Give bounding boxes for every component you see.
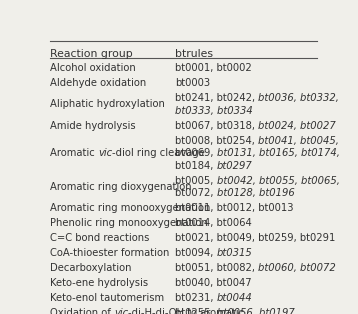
Text: bt0008, bt0254,: bt0008, bt0254, bbox=[175, 136, 258, 146]
Text: Keto-enol tautomerism: Keto-enol tautomerism bbox=[50, 293, 164, 303]
Text: Aldehyde oxidation: Aldehyde oxidation bbox=[50, 78, 146, 88]
Text: bt0024, bt0027: bt0024, bt0027 bbox=[258, 121, 336, 131]
Text: bt0128, bt0196: bt0128, bt0196 bbox=[217, 188, 295, 198]
Text: Reaction group: Reaction group bbox=[50, 49, 133, 58]
Text: bt0042, bt0055, bt0065,: bt0042, bt0055, bt0065, bbox=[217, 176, 339, 186]
Text: bt0014, bt0064: bt0014, bt0064 bbox=[175, 218, 252, 228]
Text: bt0051, bt0082,: bt0051, bt0082, bbox=[175, 263, 258, 273]
Text: bt0297: bt0297 bbox=[217, 161, 252, 171]
Text: -diol ring cleavage: -diol ring cleavage bbox=[112, 148, 205, 158]
Text: bt0094,: bt0094, bbox=[175, 248, 217, 258]
Text: bt0067, bt0318,: bt0067, bt0318, bbox=[175, 121, 258, 131]
Text: bt0021, bt0049, bt0259, bt0291: bt0021, bt0049, bt0259, bt0291 bbox=[175, 233, 335, 243]
Text: Amide hydrolysis: Amide hydrolysis bbox=[50, 121, 136, 131]
Text: Alcohol oxidation: Alcohol oxidation bbox=[50, 63, 136, 73]
Text: bt0040, bt0047: bt0040, bt0047 bbox=[175, 278, 252, 288]
Text: bt0005,: bt0005, bbox=[175, 176, 217, 186]
Text: -di-H-di-OH to aromatic: -di-H-di-OH to aromatic bbox=[129, 308, 245, 314]
Text: bt0072,: bt0072, bbox=[175, 188, 217, 198]
Text: Phenolic ring monooxygenation: Phenolic ring monooxygenation bbox=[50, 218, 208, 228]
Text: bt0184,: bt0184, bbox=[175, 161, 217, 171]
Text: bt0011, bt0012, bt0013: bt0011, bt0012, bt0013 bbox=[175, 203, 294, 213]
Text: bt0131, bt0165, bt0174,: bt0131, bt0165, bt0174, bbox=[217, 148, 340, 158]
Text: bt0003: bt0003 bbox=[175, 78, 210, 88]
Text: vic: vic bbox=[98, 148, 112, 158]
Text: bt0241, bt0242,: bt0241, bt0242, bbox=[175, 93, 258, 103]
Text: bt0036, bt0332,: bt0036, bt0332, bbox=[258, 93, 339, 103]
Text: bt0255,: bt0255, bbox=[175, 308, 217, 314]
Text: bt0041, bt0045,: bt0041, bt0045, bbox=[258, 136, 339, 146]
Text: C=C bond reactions: C=C bond reactions bbox=[50, 233, 150, 243]
Text: bt0060, bt0072: bt0060, bt0072 bbox=[258, 263, 336, 273]
Text: bt0001, bt0002: bt0001, bt0002 bbox=[175, 63, 252, 73]
Text: Oxidation of: Oxidation of bbox=[50, 308, 114, 314]
Text: Aromatic ring monooxygenation: Aromatic ring monooxygenation bbox=[50, 203, 211, 213]
Text: bt0333, bt0334: bt0333, bt0334 bbox=[175, 106, 253, 116]
Text: btrules: btrules bbox=[175, 49, 213, 58]
Text: Decarboxylation: Decarboxylation bbox=[50, 263, 132, 273]
Text: Keto-ene hydrolysis: Keto-ene hydrolysis bbox=[50, 278, 149, 288]
Text: CoA-thioester formation: CoA-thioester formation bbox=[50, 248, 170, 258]
Text: Aliphatic hydroxylation: Aliphatic hydroxylation bbox=[50, 99, 165, 109]
Text: bt0315: bt0315 bbox=[217, 248, 252, 258]
Text: vic: vic bbox=[114, 308, 129, 314]
Text: bt0044: bt0044 bbox=[217, 293, 252, 303]
Text: bt0056, bt0197: bt0056, bt0197 bbox=[217, 308, 295, 314]
Text: bt0069,: bt0069, bbox=[175, 148, 217, 158]
Text: Aromatic ring dioxygenation: Aromatic ring dioxygenation bbox=[50, 182, 192, 192]
Text: bt0231,: bt0231, bbox=[175, 293, 217, 303]
Text: Aromatic: Aromatic bbox=[50, 148, 98, 158]
